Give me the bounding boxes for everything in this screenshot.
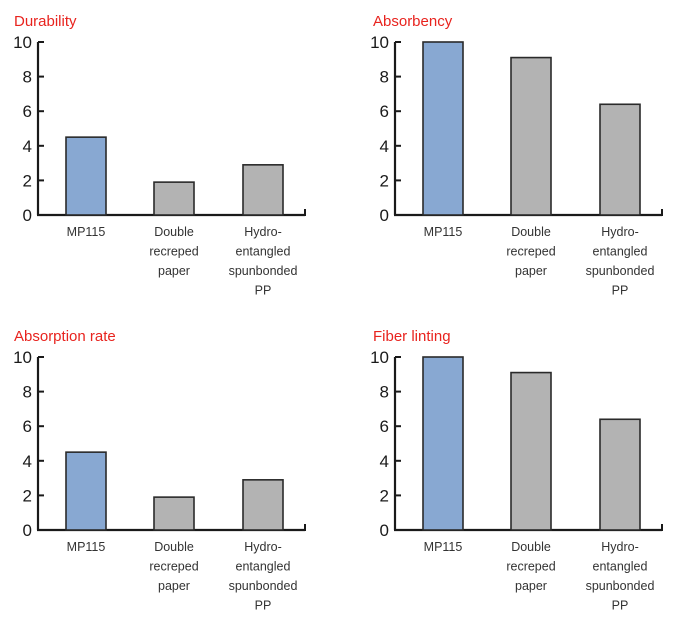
x-category-label: MP115 (67, 225, 106, 239)
x-category-label: spunbonded (229, 264, 298, 278)
x-category-label: PP (255, 284, 272, 298)
x-category-label: Hydro- (601, 540, 639, 554)
x-category-label: recreped (506, 245, 555, 259)
bar-hydro-entangled-spunbonded-pp (599, 418, 641, 531)
y-tick-label: 6 (23, 417, 32, 436)
chart-panel-3: Absorption rate 0 2 4 6 8 10 MP115 Double recrepe… (13, 328, 306, 613)
y-tick-label: 8 (380, 68, 389, 87)
bar-hydro-entangled-spunbonded-pp (599, 103, 641, 216)
y-tick-label: 8 (23, 383, 32, 402)
chart-panel-4: Fiber linting 0 2 4 6 8 10 MP115 Double recreped p… (370, 328, 663, 613)
chart-panel-2: Absorbency 0 2 4 6 8 10 MP115 Double recreped pape… (370, 13, 663, 298)
bar-mp115 (422, 41, 464, 216)
bar-mp115 (65, 451, 107, 531)
x-category-label: paper (158, 264, 190, 278)
x-category-label: Hydro- (244, 540, 282, 554)
x-category-label: entangled (236, 245, 291, 259)
y-tick-label: 8 (380, 383, 389, 402)
x-category-label: spunbonded (229, 579, 298, 593)
y-tick-label: 0 (23, 521, 32, 540)
bar-hydro-entangled-spunbonded-pp (242, 164, 284, 216)
x-category-label: paper (515, 264, 547, 278)
y-tick-label: 8 (23, 68, 32, 87)
x-category-label: Double (154, 225, 194, 239)
y-tick-label: 0 (23, 206, 32, 225)
x-category-label: PP (612, 284, 629, 298)
x-category-label: MP115 (424, 540, 463, 554)
x-category-label: Hydro- (244, 225, 282, 239)
y-tick-label: 6 (23, 102, 32, 121)
chart-panel-1: Durability 0 2 4 6 8 10 MP115 Double recreped pape… (13, 13, 306, 298)
x-category-label: entangled (236, 560, 291, 574)
bar-double-recreped-paper (510, 56, 552, 216)
bar-double-recreped-paper (510, 371, 552, 531)
y-tick-label: 2 (380, 486, 389, 505)
bar-double-recreped-paper (153, 181, 195, 216)
x-category-label: PP (255, 599, 272, 613)
y-tick-label: 10 (370, 33, 389, 52)
y-tick-label: 0 (380, 206, 389, 225)
x-category-label: entangled (593, 245, 648, 259)
y-tick-label: 10 (13, 348, 32, 367)
x-category-label: recreped (149, 560, 198, 574)
x-category-label: spunbonded (586, 264, 655, 278)
x-category-label: entangled (593, 560, 648, 574)
y-tick-label: 10 (370, 348, 389, 367)
y-tick-label: 10 (13, 33, 32, 52)
y-tick-label: 6 (380, 417, 389, 436)
x-category-label: Double (511, 225, 551, 239)
chart-title: Fiber linting (373, 328, 451, 345)
y-tick-label: 6 (380, 102, 389, 121)
chart-title: Durability (14, 13, 77, 30)
x-category-label: paper (515, 579, 547, 593)
x-category-label: Hydro- (601, 225, 639, 239)
x-category-label: Double (154, 540, 194, 554)
y-tick-label: 2 (380, 171, 389, 190)
x-category-label: paper (158, 579, 190, 593)
x-category-label: MP115 (424, 225, 463, 239)
bar-double-recreped-paper (153, 496, 195, 531)
bar-mp115 (422, 356, 464, 531)
chart-title: Absorption rate (14, 328, 116, 345)
x-category-label: recreped (506, 560, 555, 574)
y-tick-label: 4 (380, 452, 389, 471)
x-category-label: Double (511, 540, 551, 554)
y-tick-label: 0 (380, 521, 389, 540)
y-tick-label: 4 (23, 452, 32, 471)
x-category-label: MP115 (67, 540, 106, 554)
x-category-label: spunbonded (586, 579, 655, 593)
y-tick-label: 4 (23, 137, 32, 156)
y-tick-label: 4 (380, 137, 389, 156)
y-tick-label: 2 (23, 486, 32, 505)
y-tick-label: 2 (23, 171, 32, 190)
x-category-label: PP (612, 599, 629, 613)
chart-title: Absorbency (373, 13, 453, 30)
bar-hydro-entangled-spunbonded-pp (242, 479, 284, 531)
x-category-label: recreped (149, 245, 198, 259)
bar-mp115 (65, 136, 107, 216)
